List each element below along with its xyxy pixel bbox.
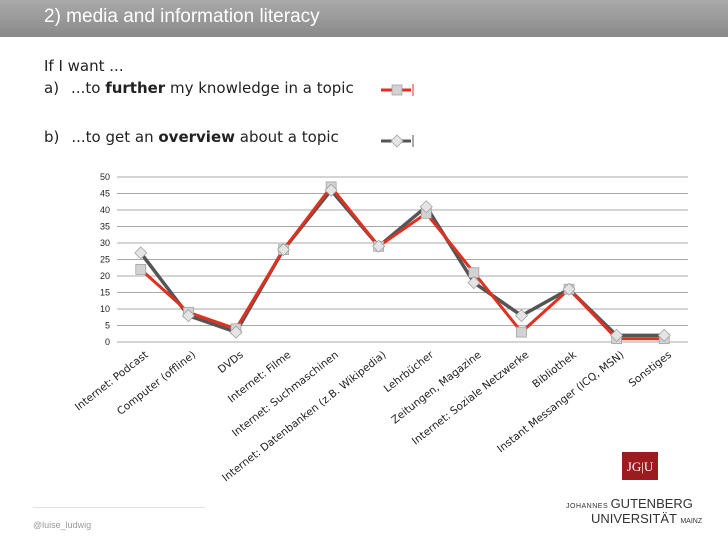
y-tick-label: 5 (105, 321, 110, 331)
footer-divider (33, 507, 205, 508)
point-further (516, 326, 527, 338)
item-a-pre: ...to (71, 79, 106, 97)
logo-mark: JG|U (626, 459, 654, 474)
point-overview (229, 325, 243, 339)
y-tick-label: 50 (100, 172, 110, 182)
point-overview (134, 246, 148, 260)
point-overview (372, 239, 386, 253)
page-title: 2) media and information literacy (44, 6, 320, 27)
point-overview (562, 282, 576, 296)
point-overview (514, 309, 528, 323)
logo-big-1: GUTENBERG (610, 496, 693, 511)
y-tick-label: 45 (100, 189, 110, 199)
x-tick-label: Computer (offline) (115, 349, 198, 418)
point-overview (467, 276, 481, 290)
item-a-marker: a) (44, 79, 60, 97)
credit-text: @luise_ludwig (33, 520, 92, 530)
x-tick-label: Sonstiges (627, 349, 674, 390)
item-b: b) ...to get an overview about a topic (44, 128, 339, 146)
item-a-post: my knowledge in a topic (165, 79, 354, 97)
intro-line: If I want ... (44, 57, 124, 75)
y-tick-label: 25 (100, 255, 110, 265)
point-overview (657, 328, 671, 342)
logo-big-2: UNIVERSITÄT (591, 511, 681, 526)
item-b-bold: overview (158, 128, 235, 146)
x-tick-label: DVDs (216, 349, 246, 376)
point-further (135, 264, 147, 275)
y-tick-label: 35 (100, 222, 110, 232)
logo-line-2: UNIVERSITÄT MAINZ (591, 511, 702, 526)
y-tick-label: 15 (100, 288, 110, 298)
x-tick-label: Bibliothek (530, 348, 579, 390)
legend-marker-overview (390, 134, 404, 148)
point-overview (181, 309, 195, 323)
y-tick-label: 0 (105, 337, 110, 347)
point-overview (324, 183, 338, 197)
point-overview (419, 200, 433, 214)
series-line-overview (139, 188, 665, 338)
legend-marker-further (391, 84, 403, 96)
y-tick-label: 20 (100, 271, 110, 281)
x-tick-label: Internet: Datenbanken (z.B. Wikipedia) (220, 349, 388, 484)
item-b-post: about a topic (234, 128, 339, 146)
y-tick-label: 10 (100, 304, 110, 314)
item-b-pre: ...to get an (71, 128, 159, 146)
item-b-marker: b) (44, 128, 60, 146)
title-bar: 2) media and information literacy (0, 0, 728, 37)
y-tick-label: 30 (100, 238, 110, 248)
point-overview (610, 328, 624, 342)
series-line-further (139, 185, 665, 341)
jgu-logo-icon: JG|U (622, 452, 658, 480)
x-tick-label: Zeitungen, Magazine (389, 349, 484, 427)
logo-line-1: JOHANNES GUTENBERG (566, 496, 693, 511)
item-a: a) ...to further my knowledge in a topic (44, 79, 354, 97)
y-tick-label: 40 (100, 205, 110, 215)
point-overview (277, 243, 291, 257)
item-a-bold: further (105, 79, 166, 97)
logo-small-1: JOHANNES (566, 503, 611, 510)
logo-small-2: MAINZ (680, 518, 703, 525)
